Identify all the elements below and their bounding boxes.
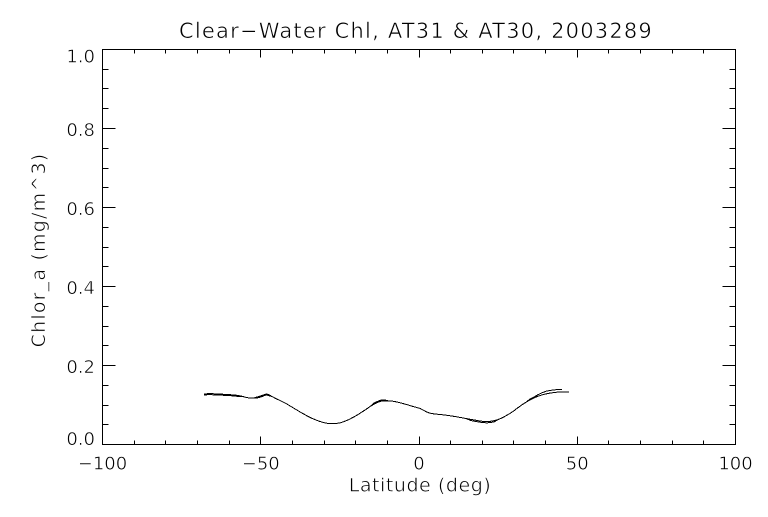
y-tick-label: 0.6	[66, 199, 95, 220]
series-AT30	[203, 388, 563, 425]
y-tick-label: 1.0	[66, 47, 95, 68]
y-tick-label: 0.8	[66, 120, 95, 141]
chart-title: Clear−Water Chl, AT31 & AT30, 2003289	[179, 19, 653, 43]
tick-labels: −100 −50 0 50 100 0.0 0.2 0.4 0.6 0.8 1.0	[66, 46, 753, 475]
x-axis-title: Latitude (deg)	[349, 475, 492, 497]
y-tick-label: 0.4	[66, 278, 95, 299]
y-tick-label: 0.0	[66, 429, 95, 450]
y-axis-title: Chlor_a (mg/m^3)	[28, 153, 50, 348]
axes	[102, 49, 736, 445]
data-series	[203, 388, 570, 425]
x-tick-label: 0	[413, 454, 424, 475]
x-tick-label: 50	[566, 454, 589, 475]
x-tick-label: 100	[718, 454, 752, 475]
x-tick-label: −50	[242, 454, 280, 475]
y-tick-label: 0.2	[66, 357, 95, 378]
x-tick-label: −100	[78, 454, 127, 475]
